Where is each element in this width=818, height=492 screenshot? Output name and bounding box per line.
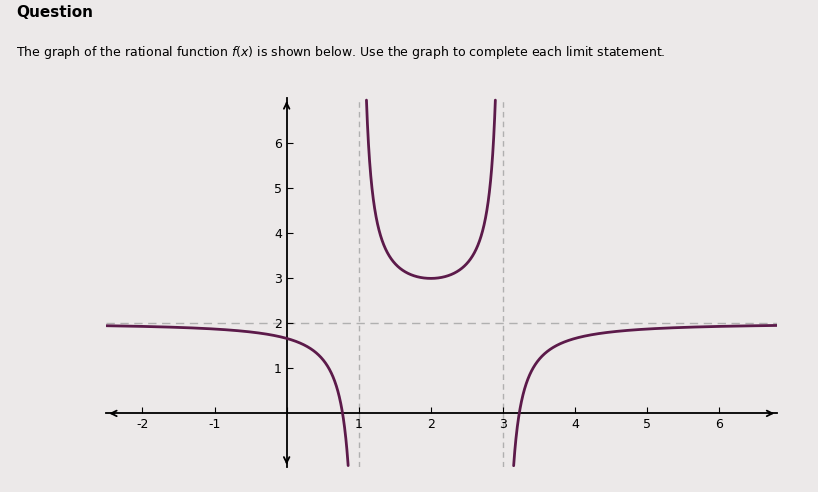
Text: Question: Question [16, 5, 93, 20]
Text: The graph of the rational function $f(x)$ is shown below. Use the graph to compl: The graph of the rational function $f(x)… [16, 44, 666, 62]
